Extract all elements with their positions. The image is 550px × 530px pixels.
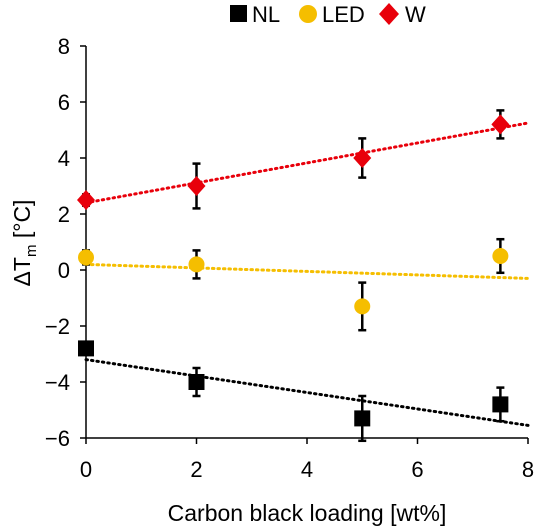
data-point-nl: [78, 340, 94, 357]
y-tick-label: −4: [45, 370, 70, 395]
legend-item-w: W: [379, 2, 426, 27]
x-tick-label: 4: [301, 457, 313, 482]
data-point-w: [491, 114, 510, 135]
trendline-w: [84, 121, 530, 205]
legend-marker-w: [379, 3, 399, 25]
data-markers: [77, 114, 510, 427]
y-axis-title: ΔTm [°C]: [9, 200, 40, 287]
legend-item-led: LED: [299, 2, 365, 27]
y-tick-label: 0: [58, 258, 70, 283]
data-point-led: [188, 256, 205, 273]
x-tick-labels: 0 2 4 6 8: [80, 438, 534, 482]
y-axis-title-unit: [°C]: [9, 200, 35, 245]
legend-item-nl: NL: [230, 2, 280, 27]
data-point-led: [354, 298, 371, 315]
legend-marker-nl: [230, 5, 247, 22]
data-point-w: [187, 176, 206, 196]
y-tick-label: −2: [45, 314, 70, 339]
y-tick-label: −6: [45, 426, 70, 451]
trendlines: [84, 121, 530, 427]
data-point-led: [78, 249, 94, 266]
x-tick-label: 2: [190, 457, 202, 482]
y-tick-label: 4: [58, 146, 70, 171]
data-point-nl: [188, 374, 205, 390]
y-tick-label: 8: [58, 34, 70, 59]
y-tick-label: 2: [58, 202, 70, 227]
trendline-led: [84, 262, 530, 280]
trendline-nl: [84, 358, 530, 427]
legend-marker-led: [299, 5, 317, 23]
data-point-nl: [354, 410, 371, 427]
y-axis-title-subscript: m: [23, 245, 40, 258]
data-point-led: [492, 248, 509, 264]
legend: NL LED W: [230, 2, 426, 27]
legend-label-led: LED: [322, 2, 365, 27]
x-axis-title: Carbon black loading [wt%]: [168, 500, 447, 526]
y-tick-labels: −6 −4 −2 0 2 4 6 8: [45, 34, 86, 451]
data-point-nl: [492, 396, 509, 413]
legend-label-w: W: [405, 2, 426, 27]
y-axis-title-main: ΔT: [9, 257, 35, 286]
x-tick-label: 0: [80, 457, 92, 482]
legend-label-nl: NL: [252, 2, 280, 27]
y-tick-label: 6: [58, 90, 70, 115]
data-point-w: [353, 148, 372, 168]
x-tick-label: 6: [411, 457, 423, 482]
data-point-w: [77, 190, 95, 210]
plot-area: [77, 46, 530, 443]
x-tick-label: 8: [522, 457, 534, 482]
